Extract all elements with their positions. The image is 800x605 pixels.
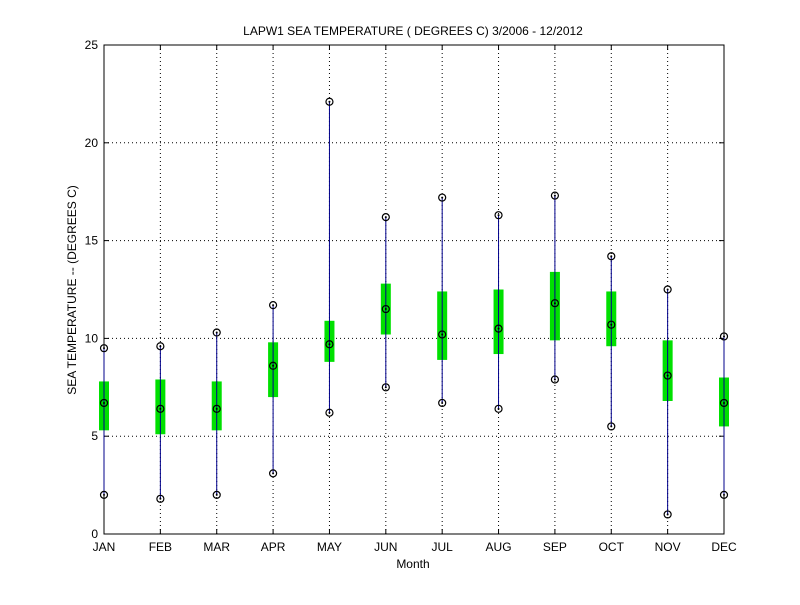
max-marker	[381, 213, 390, 222]
max-marker-dot	[497, 214, 500, 217]
min-marker	[663, 510, 672, 519]
min-marker	[719, 490, 729, 499]
min-marker-dot	[159, 497, 162, 500]
median-marker	[325, 340, 334, 349]
max-marker	[99, 344, 109, 353]
max-marker-dot	[215, 331, 218, 334]
x-tick-label: DEC	[711, 540, 737, 554]
x-tick-label: JUN	[374, 540, 397, 554]
min-marker	[325, 408, 334, 417]
min-marker-dot	[328, 411, 331, 414]
median-marker	[438, 330, 447, 339]
x-axis-label: Month	[396, 557, 429, 571]
min-marker	[156, 494, 165, 503]
max-marker	[550, 191, 560, 200]
min-marker-dot	[610, 425, 613, 428]
min-marker-dot	[272, 472, 275, 475]
max-marker	[156, 342, 165, 351]
median-marker-dot	[384, 308, 387, 311]
max-marker	[719, 332, 729, 341]
median-marker	[607, 320, 616, 329]
min-marker	[438, 398, 447, 408]
min-marker-dot	[215, 493, 218, 496]
max-marker	[607, 252, 616, 261]
x-tick-label: JUL	[432, 540, 454, 554]
median-marker-dot	[272, 364, 275, 367]
x-tick-label: AUG	[486, 540, 512, 554]
max-marker-dot	[159, 345, 162, 348]
x-tick-label: APR	[261, 540, 286, 554]
max-marker	[438, 193, 447, 202]
x-tick-label: NOV	[655, 540, 681, 554]
median-marker	[663, 371, 672, 380]
min-marker-dot	[723, 493, 725, 496]
x-tick-label: MAY	[317, 540, 342, 554]
y-tick-label: 20	[85, 136, 99, 150]
y-tick-label: 15	[85, 234, 99, 248]
y-axis-label: SEA TEMPERATURE -- (DEGREES C)	[65, 185, 79, 395]
median-marker	[268, 361, 278, 370]
max-marker	[268, 301, 278, 310]
median-marker-dot	[215, 407, 218, 410]
chart-title: LAPW1 SEA TEMPERATURE ( DEGREES C) 3/200…	[243, 24, 583, 38]
max-marker-dot	[441, 196, 444, 199]
median-marker	[719, 398, 729, 408]
x-tick-label: SEP	[543, 540, 567, 554]
min-marker	[550, 375, 560, 384]
plot-frame	[103, 44, 725, 535]
max-marker-dot	[328, 100, 331, 103]
x-tick-label: MAR	[203, 540, 230, 554]
median-marker-dot	[103, 401, 105, 404]
min-marker-dot	[553, 378, 556, 381]
median-marker-dot	[723, 401, 725, 404]
median-marker-dot	[328, 343, 331, 346]
y-tick-label: 0	[91, 527, 98, 541]
max-marker	[212, 328, 221, 337]
x-tick-label: JAN	[93, 540, 116, 554]
max-marker-dot	[666, 288, 669, 291]
min-marker	[268, 469, 278, 478]
median-marker-dot	[666, 374, 669, 377]
max-marker-dot	[272, 304, 275, 307]
y-tick-label: 10	[85, 331, 99, 345]
min-marker-dot	[666, 513, 669, 516]
median-marker-dot	[159, 407, 162, 410]
min-marker	[494, 404, 503, 413]
median-marker	[550, 299, 560, 308]
max-marker-dot	[384, 216, 387, 219]
max-marker-dot	[103, 347, 105, 350]
min-marker	[607, 422, 616, 431]
min-marker-dot	[103, 493, 105, 496]
min-marker	[381, 383, 390, 392]
min-marker-dot	[497, 407, 500, 410]
median-marker-dot	[610, 323, 613, 326]
max-marker-dot	[723, 335, 725, 338]
min-marker-dot	[384, 386, 387, 389]
y-tick-label: 25	[85, 38, 99, 52]
median-marker	[99, 398, 109, 408]
max-marker-dot	[610, 255, 613, 258]
max-marker	[494, 211, 503, 220]
median-marker	[381, 304, 390, 314]
min-marker-dot	[441, 401, 444, 404]
max-marker	[663, 285, 672, 294]
max-marker-dot	[553, 194, 556, 197]
x-tick-label: OCT	[599, 540, 625, 554]
x-tick-label: FEB	[149, 540, 172, 554]
min-marker	[99, 490, 109, 499]
median-marker	[494, 324, 503, 333]
median-marker-dot	[497, 327, 500, 330]
median-marker	[156, 404, 165, 413]
median-marker-dot	[553, 302, 556, 305]
median-marker-dot	[441, 333, 444, 336]
median-marker	[212, 404, 221, 413]
y-tick-label: 5	[91, 429, 98, 443]
min-marker	[212, 490, 221, 499]
max-marker	[325, 97, 334, 106]
